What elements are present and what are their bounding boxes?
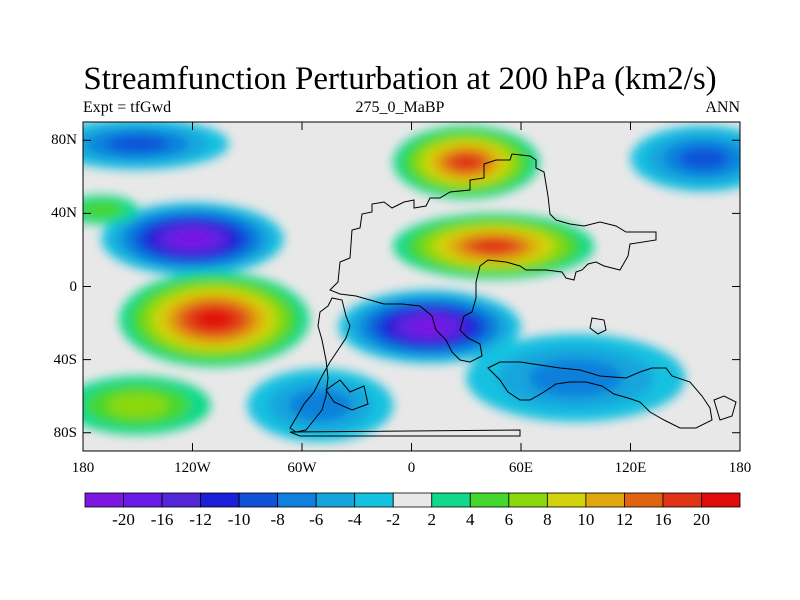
y-tick-label: 80S — [53, 424, 77, 441]
contour-band — [679, 147, 728, 170]
anticyclone-south-pacific-east — [119, 271, 310, 367]
colorbar-label: 4 — [466, 510, 475, 529]
x-tick-label: 120W — [174, 460, 211, 476]
coastline-madagascar — [589, 317, 607, 335]
colorbar-swatch — [701, 492, 741, 508]
coastline-antarctica — [289, 429, 521, 437]
contour-band — [83, 200, 124, 219]
colorbar-label: 10 — [577, 510, 595, 529]
cyclone-north-pacific-east — [630, 125, 740, 192]
x-tick-label: 60W — [287, 460, 317, 476]
x-tick-label: 120E — [614, 460, 647, 476]
colorbar — [84, 492, 741, 508]
colorbar-label: -6 — [309, 510, 324, 529]
cyclone-south-america — [247, 368, 394, 442]
y-tick-label: 40N — [51, 205, 77, 222]
y-tick-label: 40S — [53, 351, 77, 368]
coastline-australia — [487, 361, 713, 429]
contour-band — [451, 154, 481, 170]
colorbar-swatch — [200, 492, 240, 508]
colorbar-swatch — [624, 492, 664, 508]
experiment-label: Expt = tfGwd — [83, 99, 172, 116]
cyclone-tropical-africa — [338, 290, 521, 364]
coastline-africa-eurasia — [329, 153, 657, 363]
axis-ticks — [82, 122, 741, 451]
anticyclone-eurasia-tropical — [393, 213, 594, 280]
colorbar-label: -20 — [112, 510, 135, 529]
colorbar-label: -2 — [386, 510, 401, 529]
colorbar-label: -10 — [227, 510, 251, 529]
colorbar-label: -8 — [270, 510, 285, 529]
colorbar-swatch — [238, 492, 279, 508]
anticyclone-southern-ocean — [83, 376, 211, 435]
colorbar-swatch — [508, 492, 548, 508]
colorbar-label: -4 — [347, 510, 362, 529]
contour-band — [176, 232, 209, 246]
colorbar-label: 16 — [654, 510, 672, 529]
colorbar-swatch — [431, 492, 471, 508]
colorbar-label: -16 — [150, 510, 174, 529]
colorbar-swatch — [392, 492, 433, 508]
contour-band — [413, 320, 446, 334]
contour-band — [106, 392, 170, 418]
colorbar-label: 12 — [615, 510, 633, 529]
contour-band — [473, 239, 514, 253]
colorbar-swatch — [469, 492, 510, 508]
coastline-south-america — [289, 297, 351, 433]
contour-band — [288, 389, 352, 421]
colorbar-swatch — [84, 492, 124, 508]
cyclone-south-indian-ocean — [466, 334, 686, 422]
x-tick-label: 180 — [71, 460, 95, 476]
coastline-islands-east — [713, 395, 737, 421]
colorbar-swatch — [354, 492, 394, 508]
colorbar-swatch — [315, 492, 356, 508]
contour-band — [197, 311, 232, 328]
contour-band — [528, 359, 623, 397]
period-label: 275_0_MaBP — [355, 99, 445, 116]
colorbar-swatch — [546, 492, 587, 508]
y-tick-label: 80N — [51, 132, 77, 149]
x-tick-label: 60E — [508, 460, 534, 476]
colorbar-label: -12 — [189, 510, 212, 529]
colorbar-label: 8 — [543, 510, 552, 529]
season-label: ANN — [705, 99, 740, 116]
anticyclone-north-atlantic-west — [83, 195, 138, 225]
x-tick-label: 0 — [407, 460, 416, 476]
chart-title: Streamfunction Perturbation at 200 hPa (… — [83, 61, 717, 97]
cyclone-arctic-pacific — [83, 122, 229, 170]
anticyclone-north-atlantic-high — [393, 125, 540, 199]
colorbar-swatch — [277, 492, 317, 508]
field-layer — [83, 122, 740, 442]
colorbar-label: 6 — [504, 510, 514, 529]
y-tick-label: 0 — [69, 278, 78, 295]
coastline-islands-west — [325, 379, 369, 411]
colorbar-label: 20 — [692, 510, 710, 529]
colorbar-swatch — [161, 492, 201, 508]
cyclone-north-pacific-west — [101, 202, 284, 276]
colorbar-swatch — [123, 492, 163, 508]
coastlines — [289, 153, 737, 437]
contour-band — [107, 135, 169, 153]
colorbar-swatch — [662, 492, 702, 508]
colorbar-swatch — [585, 492, 625, 508]
x-tick-label: 180 — [728, 460, 752, 476]
colorbar-label: 2 — [427, 510, 437, 529]
